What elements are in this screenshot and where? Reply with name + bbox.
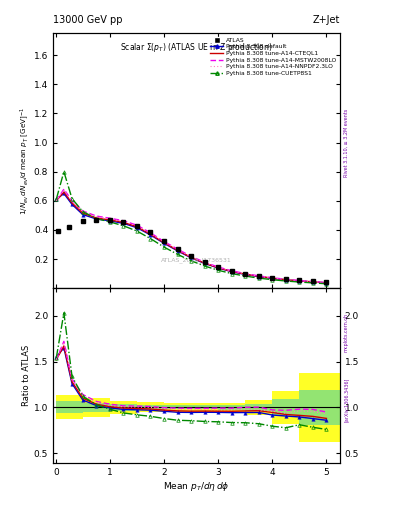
Text: Z+Jet: Z+Jet bbox=[312, 14, 340, 25]
Text: Scalar $\Sigma(p_T)$ (ATLAS UE in Z production): Scalar $\Sigma(p_T)$ (ATLAS UE in Z prod… bbox=[120, 41, 273, 54]
Y-axis label: Ratio to ATLAS: Ratio to ATLAS bbox=[22, 345, 31, 407]
Legend: ATLAS, Pythia 8.308 default, Pythia 8.308 tune-A14-CTEQL1, Pythia 8.308 tune-A14: ATLAS, Pythia 8.308 default, Pythia 8.30… bbox=[209, 36, 337, 77]
Text: Rivet 3.1.10, ≥ 3.2M events: Rivet 3.1.10, ≥ 3.2M events bbox=[344, 109, 349, 178]
Text: mcplots.cern.ch: mcplots.cern.ch bbox=[344, 313, 349, 352]
Y-axis label: $1/N_{ev}\,dN_{ev}/d$ mean $p_T$ [GeV]$^{-1}$: $1/N_{ev}\,dN_{ev}/d$ mean $p_T$ [GeV]$^… bbox=[18, 106, 31, 215]
Text: [arXiv:1306.3436]: [arXiv:1306.3436] bbox=[344, 377, 349, 421]
Text: 13000 GeV pp: 13000 GeV pp bbox=[53, 14, 123, 25]
X-axis label: Mean $p_T/d\eta\,d\phi$: Mean $p_T/d\eta\,d\phi$ bbox=[163, 480, 230, 493]
Text: ATLAS_2019_I1736531: ATLAS_2019_I1736531 bbox=[161, 257, 232, 263]
